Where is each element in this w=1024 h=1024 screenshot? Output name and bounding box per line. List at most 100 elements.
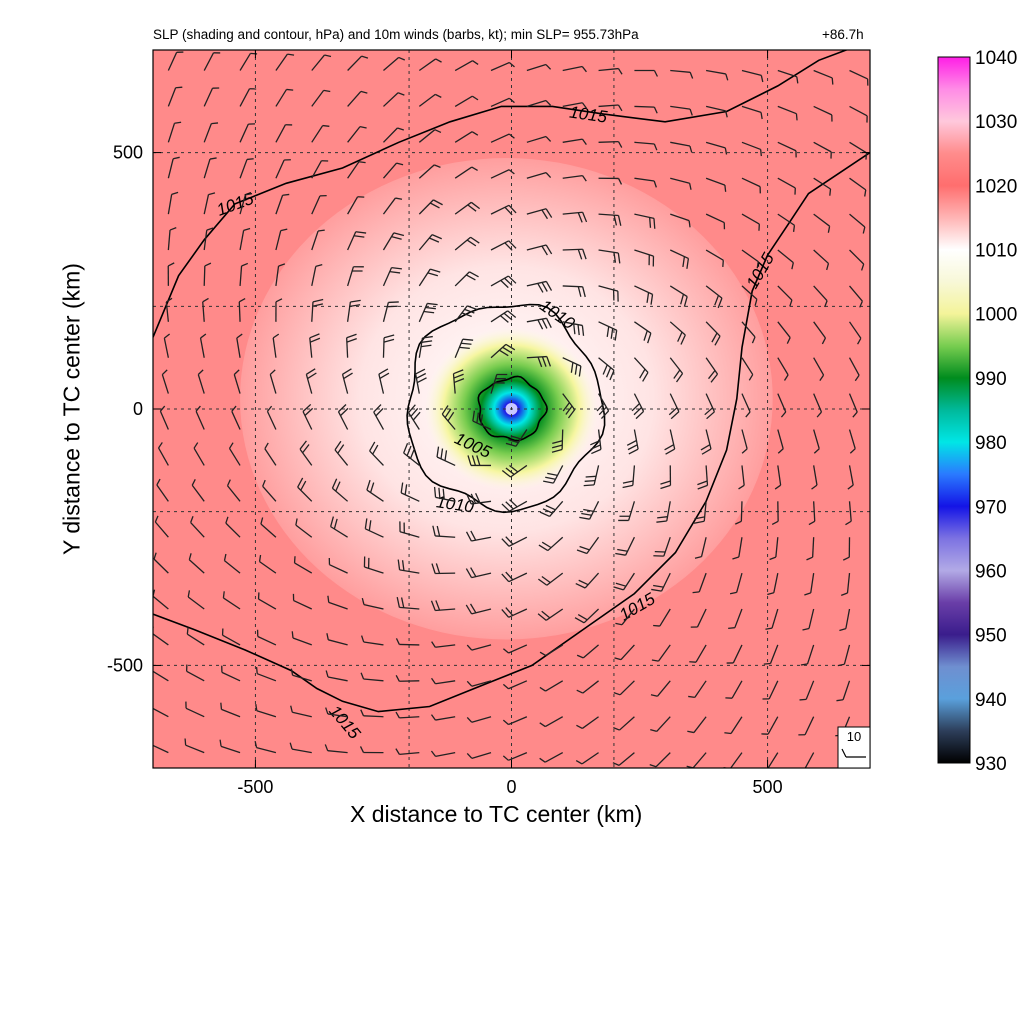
wind-barb — [188, 553, 205, 574]
wind-barb — [203, 122, 219, 143]
wind-barb — [360, 672, 384, 682]
wind-barb — [239, 158, 254, 179]
wind-barb — [292, 593, 313, 610]
wind-barb — [598, 321, 618, 341]
wind-barb — [777, 105, 798, 121]
wind-barb — [153, 552, 169, 574]
wind-barb — [502, 716, 528, 726]
wind-barb — [813, 321, 827, 345]
wind-barb — [777, 429, 784, 454]
wind-barb — [490, 169, 515, 179]
wind-barb — [774, 465, 782, 490]
wind-barb — [347, 161, 366, 179]
wind-barb — [849, 105, 868, 123]
wind-barb — [849, 249, 865, 271]
wind-barb — [613, 680, 635, 696]
wind-barb — [771, 501, 779, 525]
wind-barb — [502, 644, 528, 654]
wind-barb — [724, 716, 743, 735]
contour-1015-southeast — [153, 151, 870, 713]
wind-barb — [741, 105, 763, 120]
wind-barb — [369, 441, 384, 466]
wind-barb — [203, 262, 212, 286]
wind-barb — [634, 321, 652, 344]
wind-barb — [238, 298, 246, 322]
wind-barb — [705, 213, 726, 230]
wind-barb — [694, 537, 707, 559]
wind-barb — [167, 262, 175, 286]
wind-barb — [777, 69, 799, 84]
wind-barb — [293, 556, 313, 574]
wind-barb — [634, 177, 657, 188]
wind-barb — [454, 131, 479, 143]
wind-barb — [221, 665, 241, 682]
wind-barb — [575, 752, 599, 765]
wind-barb — [382, 232, 405, 251]
wind-barb — [418, 268, 441, 287]
colorbar-tick-label: 1010 — [975, 241, 1017, 262]
wind-barb — [414, 368, 427, 394]
wind-barb — [418, 335, 433, 358]
wind-barb — [777, 177, 796, 195]
wind-barb — [551, 429, 564, 453]
wind-barb — [347, 125, 367, 143]
wind-barb — [840, 573, 851, 596]
wind-barb — [668, 393, 680, 420]
wind-barb — [153, 707, 169, 718]
wind-barb — [396, 597, 420, 610]
wind-barb — [562, 285, 586, 298]
wind-barb — [590, 429, 602, 455]
wind-barb — [631, 393, 645, 420]
wind-barb — [328, 557, 348, 574]
reference-vector-box — [837, 726, 871, 769]
wind-barb — [432, 525, 456, 538]
wind-barb — [687, 716, 707, 734]
wind-barb — [813, 357, 825, 382]
wind-barb — [692, 572, 707, 594]
colorbar-tick-label: 990 — [975, 369, 1007, 390]
wind-barb — [539, 752, 564, 763]
wind-barb — [341, 368, 353, 394]
wind-barb — [185, 664, 205, 682]
wind-barb — [769, 537, 779, 561]
wind-barb — [526, 280, 553, 293]
wind-barb — [670, 105, 693, 116]
x-tick-label: 0 — [506, 777, 516, 797]
wind-barb — [670, 141, 693, 153]
wind-barb — [407, 404, 421, 430]
wind-barb — [501, 536, 528, 547]
wind-barb — [258, 554, 277, 574]
wind-barb — [195, 405, 205, 430]
wind-barb — [257, 592, 277, 610]
wind-barb — [664, 429, 676, 455]
wind-barb — [256, 629, 277, 646]
wind-barb — [598, 67, 623, 75]
x-tick-label: -500 — [237, 777, 273, 797]
wind-barb — [849, 177, 867, 197]
wind-barb — [334, 440, 349, 466]
wind-barb — [813, 393, 823, 418]
wind-barb — [777, 249, 794, 270]
wind-barb — [254, 740, 277, 754]
wind-barb — [576, 536, 600, 555]
wind-barb — [466, 644, 492, 651]
wind-barb — [690, 608, 707, 628]
wind-barb — [798, 716, 815, 736]
wind-barb — [741, 177, 761, 194]
wind-barb — [490, 240, 517, 251]
wind-barb — [378, 368, 390, 394]
wind-barb — [199, 333, 207, 358]
wind-barb — [501, 607, 528, 618]
wind-barb — [634, 105, 658, 114]
wind-barb — [741, 213, 760, 231]
wind-barb — [382, 301, 399, 322]
wind-barb — [153, 670, 169, 682]
wind-barb — [741, 429, 748, 454]
wind-barb — [741, 69, 764, 83]
colorbar-tick-label: 930 — [975, 754, 1007, 775]
wind-barb — [366, 479, 384, 502]
wind-barb — [418, 199, 443, 215]
wind-barb — [741, 357, 754, 381]
wind-barb — [729, 572, 743, 595]
reference-vector: 10 — [837, 726, 871, 769]
